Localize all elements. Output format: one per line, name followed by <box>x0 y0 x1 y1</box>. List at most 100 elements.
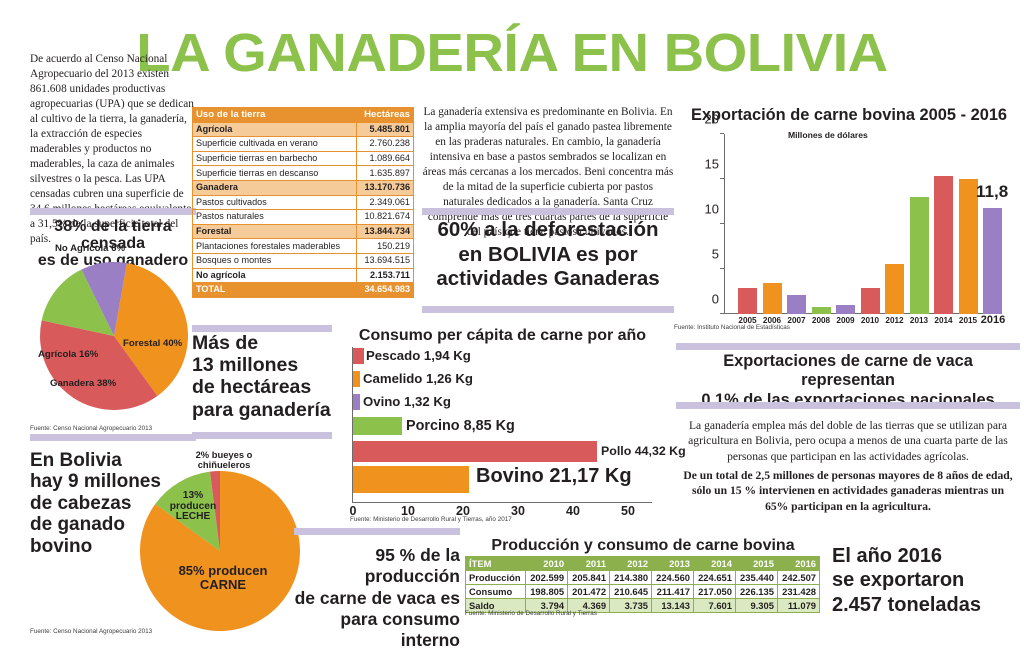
consumption-y-axis <box>352 347 353 502</box>
cell: 231.428 <box>776 584 821 599</box>
row-label: Superficie cultivada en verano <box>192 136 357 152</box>
consumption-chart-title: Consumo per cápita de carne por año <box>358 327 647 344</box>
table-row: Superficie tierras en barbecho 1.089.664 <box>192 150 415 167</box>
row-value: 34.654.983 <box>355 282 415 298</box>
paragraph-employment: La ganadería emplea más del doble de las… <box>688 419 1008 463</box>
page-title: LA GANADERÍA EN BOLIVIA <box>136 23 888 83</box>
bar-2013 <box>909 197 929 314</box>
bar-2007 <box>787 295 806 314</box>
bar-bovino <box>353 466 470 493</box>
bar-2010 <box>860 287 880 314</box>
table-row-produccion: Producción 202.599 205.841 214.380 224.5… <box>464 570 821 585</box>
bar-2005 <box>738 287 757 314</box>
pie-label-leche-text: 13% producen LECHE <box>169 490 217 523</box>
column-header-2012: 2012 <box>609 556 653 571</box>
cattle-purpose-pie-chart <box>140 470 301 631</box>
row-label: Plantaciones forestales maderables <box>192 238 357 254</box>
row-value: 13.694.515 <box>355 252 415 269</box>
production-consumption-table: ÍTEM 2010 2011 2012 2013 2014 2015 2016 … <box>464 556 821 613</box>
cell: 13.143 <box>651 598 694 613</box>
export-bar-chart: Exportación de carne bovina 2005 - 2016 … <box>674 106 1020 336</box>
cell: 205.841 <box>567 570 611 585</box>
x-tick-2005: 2005 <box>738 316 757 325</box>
table-row: Pastos naturales 10.821.674 <box>192 209 415 225</box>
bar-2012 <box>885 263 904 314</box>
export-chart-plot: 0 5 10 15 20 11,8 2005 2006 2007 2008 20… <box>705 112 1009 327</box>
bar-2008 <box>811 306 831 314</box>
divider <box>294 528 460 535</box>
pie-label-carne-text: 85% producen CARNE <box>178 563 268 592</box>
x-tick-2010: 2010 <box>860 316 880 325</box>
column-header-item: ÍTEM <box>464 556 527 571</box>
cell: 224.560 <box>651 570 694 585</box>
cell: 201.472 <box>567 584 611 599</box>
pie-label-bueyes-text: 2% bueyes o chiñueleros <box>195 449 253 470</box>
divider <box>422 208 674 215</box>
column-header-2015: 2015 <box>734 556 778 571</box>
bar-2015 <box>958 179 978 314</box>
table-row: Pastos cultivados 2.349.061 <box>192 194 415 211</box>
table-row: TOTAL 34.654.983 <box>192 282 415 298</box>
row-value: 5.485.801 <box>355 121 415 138</box>
column-header-2014: 2014 <box>693 556 736 571</box>
table-row: Superficie tierras en descanso 1.635.897 <box>192 165 415 181</box>
divider <box>30 208 196 215</box>
paragraph-population: De un total de 2,5 millones de personas … <box>683 469 1013 513</box>
x-tick-2015: 2015 <box>958 316 978 325</box>
row-value: 1.635.897 <box>355 165 415 181</box>
pie-label-carne: 85% producen CARNE <box>168 564 278 591</box>
bar-2006 <box>762 282 782 314</box>
column-header-uso: Uso de la tierra <box>192 107 357 123</box>
x-tick-30: 30 <box>511 504 525 518</box>
production-table-title: Producción y consumo de carne bovina <box>491 537 795 554</box>
x-tick-50: 50 <box>621 504 635 518</box>
row-value: 2.760.238 <box>355 136 415 152</box>
bar-pescado <box>353 348 364 364</box>
divider <box>676 402 1020 409</box>
column-header-2013: 2013 <box>651 556 694 571</box>
table-row: Superficie cultivada en verano 2.760.238 <box>192 136 415 152</box>
row-label: Producción <box>464 570 527 585</box>
cell: 11.079 <box>776 598 821 613</box>
bar-label-pollo: Pollo 44,32 Kg <box>601 444 686 458</box>
row-label: Saldo <box>464 598 527 613</box>
column-header-hectareas: Hectáreas <box>355 107 415 123</box>
land-use-table-body: Uso de la tierra Hectáreas Agrícola 5.485… <box>192 107 415 298</box>
bar-2016 <box>983 207 1002 314</box>
x-tick-2014: 2014 <box>934 316 953 325</box>
source-censo-2: Fuente: Censo Nacional Agropecuario 2013 <box>30 628 153 635</box>
cell: 211.417 <box>651 584 694 599</box>
bar-porcino <box>353 417 402 435</box>
row-label: Bosques o montes <box>192 252 357 269</box>
cell: 224.651 <box>693 570 736 585</box>
cattle-purpose-pie-svg <box>140 470 301 631</box>
row-label: Forestal <box>192 223 357 240</box>
row-label: Agrícola <box>192 121 357 138</box>
x-tick-0: 0 <box>349 504 357 518</box>
x-tick-2012: 2012 <box>885 316 904 325</box>
pie-label-ganadera: Ganadera 38% <box>50 378 117 389</box>
row-label: TOTAL <box>192 282 357 298</box>
row-label: Superficie tierras en barbecho <box>192 150 357 167</box>
export-chart-subtitle: Millones de dólares <box>788 130 868 140</box>
y-tick-label: 10 <box>704 201 719 217</box>
y-tick-label: 0 <box>711 291 719 307</box>
cell: 202.599 <box>525 570 569 585</box>
y-tick-label: 20 <box>704 111 719 127</box>
pie-label-leche: 13% producen LECHE <box>163 490 223 523</box>
x-tick-2007: 2007 <box>787 316 806 325</box>
bar-2009 <box>836 305 855 314</box>
row-value: 150.219 <box>355 238 415 254</box>
bar-label-bovino: Bovino 21,17 Kg <box>476 465 632 487</box>
bar-label-camelido: Camelido 1,26 Kg <box>363 371 473 386</box>
bar-2014 <box>934 176 953 314</box>
table-header-row: ÍTEM 2010 2011 2012 2013 2014 2015 2016 <box>464 556 821 571</box>
divider <box>676 343 1020 350</box>
cell: 198.805 <box>525 584 569 599</box>
headline-hectares: Más de 13 millones de hectáreas para gan… <box>192 332 331 421</box>
source-ine: Fuente: Instituto Nacional de Estadístic… <box>674 324 790 331</box>
x-tick-2008: 2008 <box>811 316 831 325</box>
cell: 242.507 <box>776 570 821 585</box>
row-label: No agrícola <box>192 267 357 284</box>
x-tick-2016: 2016 <box>980 314 1006 326</box>
